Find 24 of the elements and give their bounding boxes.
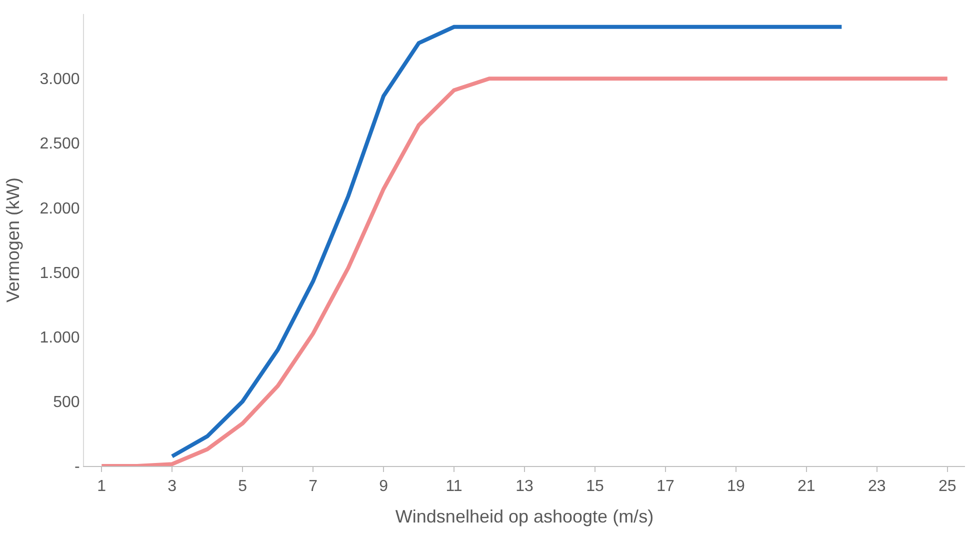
- x-tick-label: 11: [446, 478, 462, 496]
- x-tick-label: 13: [516, 478, 534, 496]
- y-tick-label: 3.000: [40, 71, 80, 88]
- y-tick-label: 500: [53, 394, 80, 412]
- x-tick-label: 1: [97, 478, 106, 496]
- x-tick-label: 5: [238, 478, 248, 496]
- x-tick-label: 9: [379, 478, 388, 496]
- x-tick-label: 23: [868, 478, 886, 496]
- y-tick-label: 1.500: [40, 264, 80, 282]
- x-tick-label: 15: [586, 478, 604, 496]
- line-series: [100, 76, 950, 466]
- x-tick-label: 7: [308, 478, 318, 496]
- x-tick-label: 3: [168, 478, 177, 496]
- y-tick-label: -: [74, 458, 80, 476]
- line-series: [170, 24, 844, 458]
- x-axis-title: Windsnelheid op ashoogte (m/s): [395, 506, 654, 526]
- y-tick-label: 1.000: [40, 329, 80, 346]
- y-tick-label: 2.000: [40, 200, 80, 218]
- y-axis-title: Vermogen (kW): [2, 177, 23, 303]
- x-tick-label: 19: [727, 478, 745, 496]
- x-tick-label: 21: [798, 478, 816, 496]
- x-tick-label: 25: [938, 478, 956, 496]
- x-tick-label: 17: [656, 478, 674, 496]
- y-tick-label: 2.500: [40, 136, 80, 153]
